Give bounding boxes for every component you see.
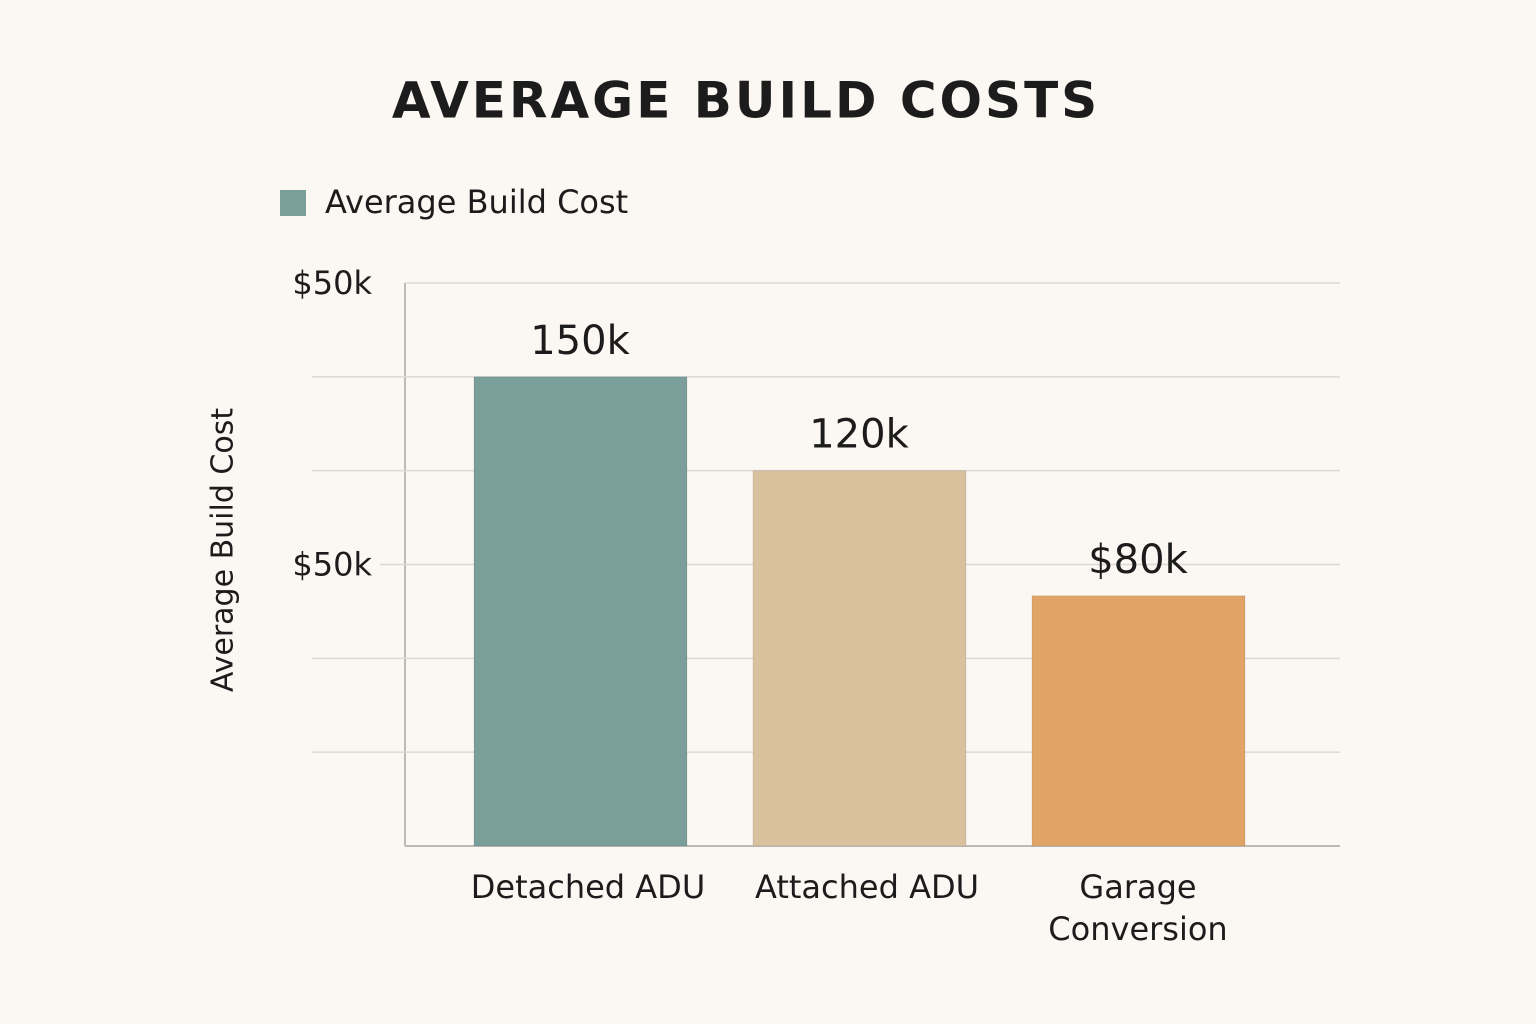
y-tick-label: $50k — [292, 546, 372, 584]
chart-title: AVERAGE BUILD COSTS — [392, 72, 1100, 130]
legend-label: Average Build Cost — [325, 183, 628, 221]
legend-swatch — [280, 190, 306, 216]
x-tick-label: Attached ADU — [754, 868, 980, 906]
value-label: 150k — [530, 318, 630, 364]
bar — [473, 376, 688, 847]
bar — [1031, 595, 1246, 847]
y-tick-label: $50k — [292, 264, 372, 302]
bar — [752, 470, 967, 847]
y-axis-title: Average Build Cost — [206, 408, 241, 693]
x-tick-label: Detached ADU — [470, 868, 706, 906]
value-label: $80k — [1088, 537, 1188, 583]
x-tick-label: Garage Conversion — [1048, 868, 1228, 948]
value-label: 120k — [809, 412, 909, 458]
